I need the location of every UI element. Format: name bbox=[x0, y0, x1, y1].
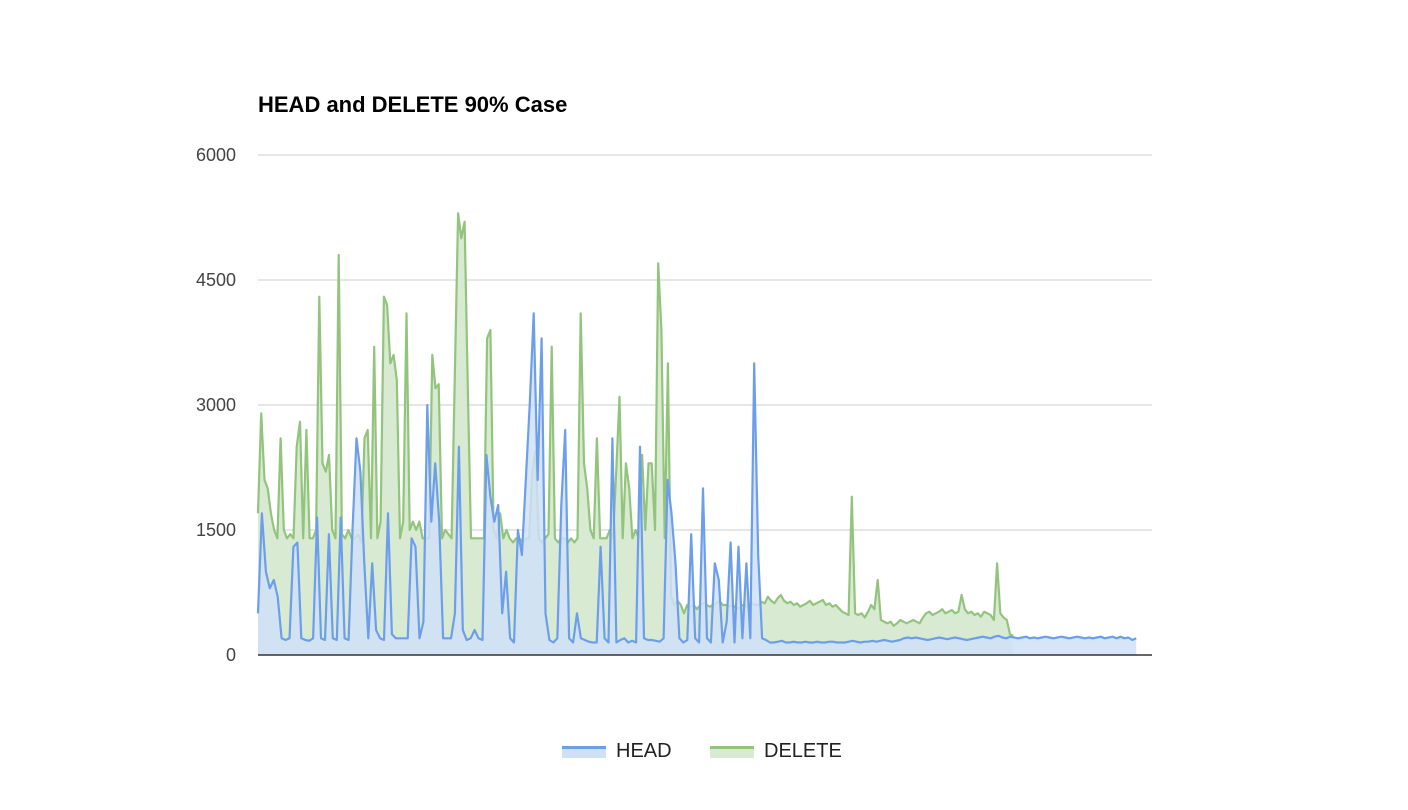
legend-label-delete: DELETE bbox=[764, 739, 842, 762]
series-line-delete bbox=[256, 212, 1014, 637]
chart-plot: 0 1500 3000 4500 6000 bbox=[196, 145, 1152, 665]
y-tick-label: 6000 bbox=[196, 145, 236, 165]
legend: HEAD DELETE bbox=[0, 736, 1408, 766]
legend-swatch-head bbox=[562, 744, 606, 758]
y-tick-label: 1500 bbox=[196, 520, 236, 540]
legend-label-head: HEAD bbox=[616, 739, 672, 762]
series-area-delete bbox=[258, 213, 1014, 656]
series-layer bbox=[256, 212, 1137, 656]
y-axis-ticks: 0 1500 3000 4500 6000 bbox=[196, 145, 236, 665]
chart-title: HEAD and DELETE 90% Case bbox=[258, 92, 568, 117]
series-line-head bbox=[256, 312, 1137, 644]
legend-item-head: HEAD bbox=[562, 736, 672, 766]
y-tick-label: 4500 bbox=[196, 270, 236, 290]
y-tick-label: 3000 bbox=[196, 395, 236, 415]
y-tick-label: 0 bbox=[226, 645, 236, 665]
legend-item-delete: DELETE bbox=[710, 736, 842, 766]
legend-swatch-delete bbox=[710, 744, 754, 758]
